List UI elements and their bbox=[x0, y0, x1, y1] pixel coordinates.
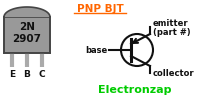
Text: C: C bbox=[38, 70, 45, 79]
Text: collector: collector bbox=[153, 69, 195, 78]
Text: 2N
2907: 2N 2907 bbox=[12, 22, 42, 44]
Text: PNP BJT: PNP BJT bbox=[77, 4, 123, 14]
Text: base: base bbox=[86, 45, 108, 54]
Text: (part #): (part #) bbox=[153, 28, 191, 36]
Text: Electronzap: Electronzap bbox=[98, 85, 172, 95]
Text: E: E bbox=[9, 70, 15, 79]
Text: emitter: emitter bbox=[153, 19, 189, 28]
FancyBboxPatch shape bbox=[4, 17, 50, 53]
Text: B: B bbox=[24, 70, 30, 79]
Polygon shape bbox=[4, 7, 50, 17]
